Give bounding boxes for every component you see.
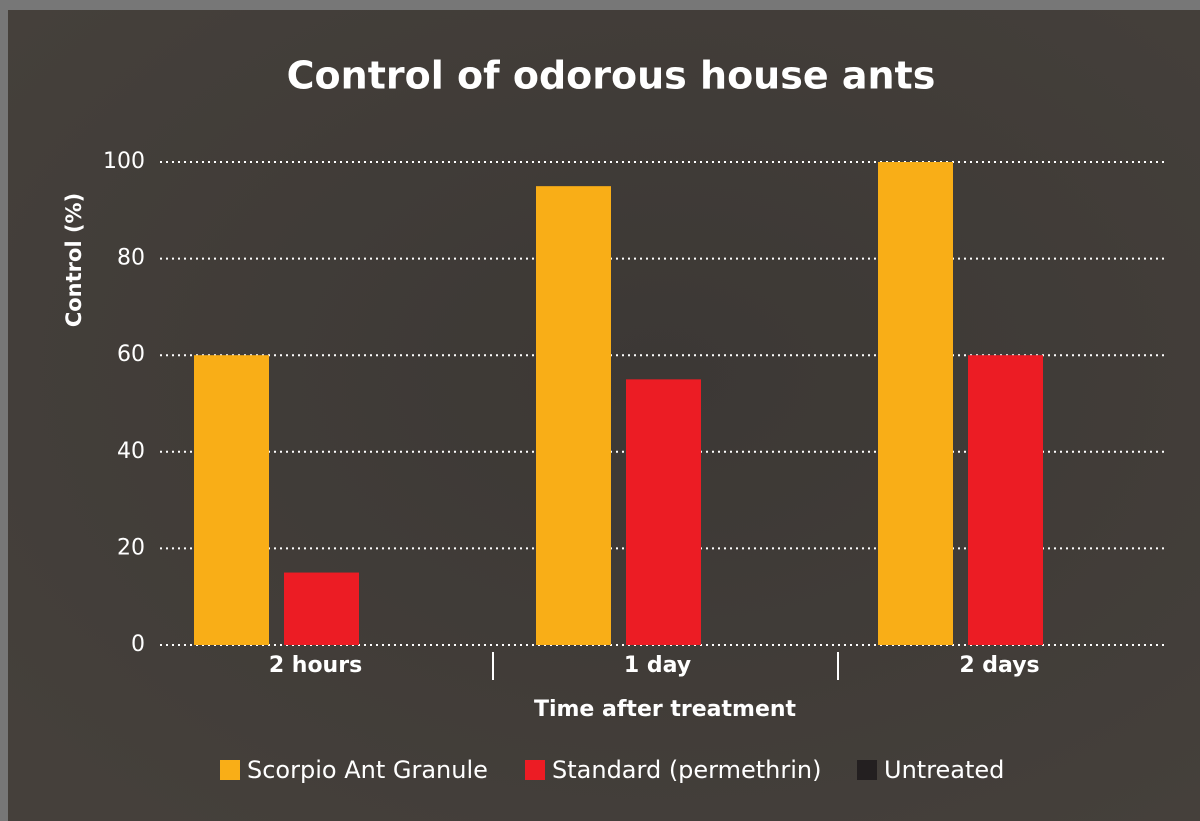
y-tick-label: 100 <box>103 149 145 174</box>
legend-label: Scorpio Ant Granule <box>247 756 488 784</box>
bar <box>284 573 359 645</box>
legend-label: Untreated <box>884 756 1004 784</box>
y-axis-label: Control (%) <box>62 193 86 327</box>
chart-title: Control of odorous house ants <box>287 54 936 98</box>
x-axis-label: Time after treatment <box>534 697 797 722</box>
x-tick-label: 1 day <box>624 653 691 678</box>
legend-swatch <box>525 760 545 780</box>
bar <box>878 162 953 645</box>
x-tick-label: 2 hours <box>269 653 362 678</box>
bar <box>536 186 611 645</box>
bar <box>626 379 701 645</box>
y-tick-label: 60 <box>117 342 145 367</box>
bar <box>194 355 269 645</box>
x-tick-label: 2 days <box>959 653 1039 678</box>
bar <box>968 355 1043 645</box>
legend-swatch <box>220 760 240 780</box>
legend-swatch <box>857 760 877 780</box>
legend-label: Standard (permethrin) <box>552 756 822 784</box>
y-tick-label: 0 <box>131 632 145 657</box>
y-tick-label: 40 <box>117 439 145 464</box>
y-tick-label: 20 <box>117 535 145 560</box>
page: Control of odorous house ants Control (%… <box>0 0 1200 821</box>
y-tick-label: 80 <box>117 246 145 271</box>
chart: Control of odorous house ants Control (%… <box>0 0 1200 821</box>
